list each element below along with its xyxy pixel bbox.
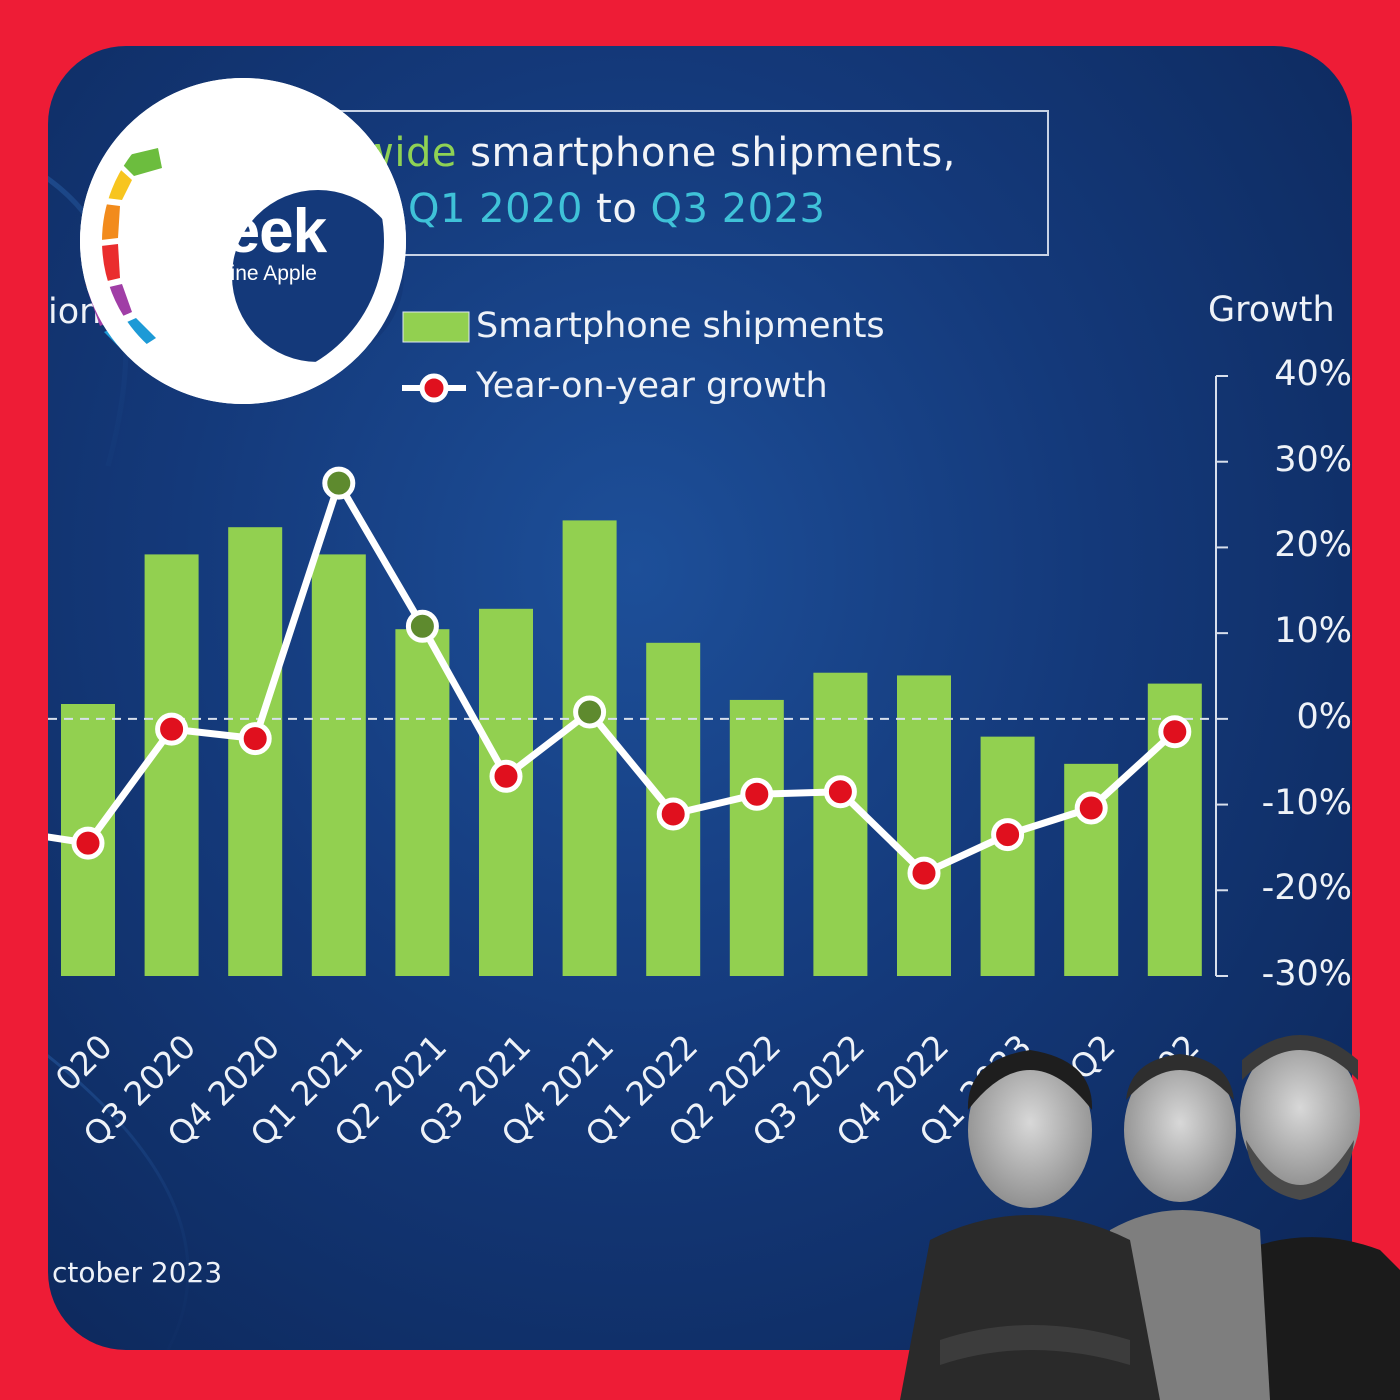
bar-q3-2022 xyxy=(813,672,868,976)
growth-marker-q4-2021 xyxy=(573,695,607,729)
chart-panel: Worldwide smartphone shipments, Q1 2020 … xyxy=(48,46,1352,1350)
legend-line-label: Year-on-year growth xyxy=(476,366,828,406)
right-axis-tick-label: 0% xyxy=(1296,696,1352,737)
title-start-quarter: Q1 2020 xyxy=(408,186,583,232)
title-to: to xyxy=(582,186,651,232)
hosts-photo xyxy=(900,1035,1400,1400)
growth-marker-q2-2023 xyxy=(1074,791,1108,825)
chart-title-line2: Q1 2020 to Q3 2023 xyxy=(408,186,826,232)
bar-q1-2023 xyxy=(980,736,1035,976)
bar-q4-2021 xyxy=(562,520,617,976)
legend-bar-swatch xyxy=(402,311,470,343)
right-axis-label: Growth xyxy=(1208,290,1335,330)
logo-wordmark: iWeek xyxy=(153,197,327,266)
growth-marker-q4-2020 xyxy=(238,722,272,756)
host-right-head xyxy=(1240,1041,1360,1189)
title-smartphone-shipments: smartphone shipments, xyxy=(456,130,956,176)
bar-q4-2022 xyxy=(897,675,951,976)
growth-marker-q1-2022 xyxy=(656,797,690,831)
logo-tagline: la semaine Apple xyxy=(157,262,317,285)
right-axis-tick-label: 40% xyxy=(1274,354,1352,394)
right-axis-tick-label: -10% xyxy=(1261,782,1352,823)
right-axis-tick-label: -30% xyxy=(1261,954,1352,994)
source-note: ctober 2023 xyxy=(52,1256,223,1289)
bar-q1-2021 xyxy=(311,554,366,976)
growth-marker-q2-2021 xyxy=(405,609,439,643)
host-left-body xyxy=(900,1215,1160,1400)
host-left-head xyxy=(968,1052,1092,1208)
right-axis-tick-label: 30% xyxy=(1274,439,1352,480)
right-axis-tick-label: -20% xyxy=(1261,868,1352,909)
bar-q2-2022 xyxy=(729,699,784,976)
growth-marker-q3-2023 xyxy=(1158,715,1192,749)
growth-marker-q2-2022 xyxy=(740,777,774,811)
right-axis-tick-label: 20% xyxy=(1274,525,1352,566)
bar-q3-2020 xyxy=(144,554,199,976)
host-middle-head xyxy=(1124,1058,1236,1202)
right-axis-tick-label: 10% xyxy=(1274,611,1352,652)
growth-marker-q3-2020 xyxy=(155,712,189,746)
growth-marker-q4-2022 xyxy=(907,856,941,890)
legend-bars-label: Smartphone shipments xyxy=(476,306,885,346)
legend-marker-swatch xyxy=(419,373,449,403)
growth-marker-q3-2021 xyxy=(489,759,523,793)
title-end-quarter: Q3 2023 xyxy=(650,186,826,232)
bar-q2-2021 xyxy=(395,629,450,976)
growth-marker-q2-2020 xyxy=(71,826,105,860)
growth-marker-q3-2022 xyxy=(823,775,857,809)
growth-marker-q1-2021 xyxy=(322,466,356,500)
growth-marker-q1-2023 xyxy=(991,818,1025,852)
chart-plot xyxy=(48,175,1228,1350)
